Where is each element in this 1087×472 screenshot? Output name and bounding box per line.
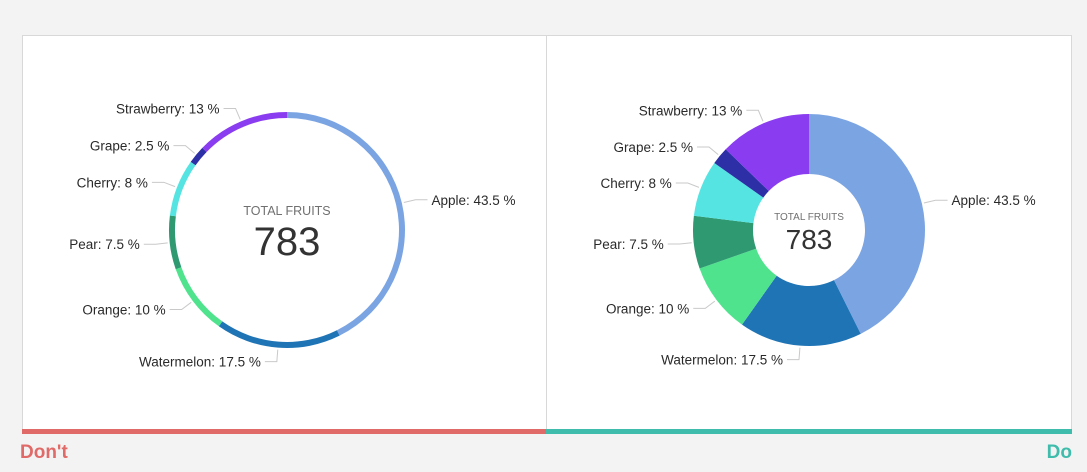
center-caption: TOTAL FRUITS [243, 204, 330, 218]
label-watermelon: Watermelon: 17.5 % [661, 353, 783, 368]
label-watermelon: Watermelon: 17.5 % [139, 355, 261, 370]
thick-donut-chart: Apple: 43.5 % Watermelon: 17.5 % Orange: 1… [593, 103, 1036, 368]
slice-cherry [169, 161, 196, 217]
slice-cherry [693, 162, 764, 224]
slice-pear [693, 215, 757, 269]
leader-line-strawberry [223, 107, 241, 120]
center-total-value: 783 [786, 224, 833, 255]
slice-strawberry [202, 112, 287, 153]
leader-line-watermelon [264, 349, 279, 363]
leader-line-cherry [675, 182, 700, 188]
label-apple: Apple: 43.5 % [431, 193, 515, 208]
leader-line-grape [696, 146, 719, 156]
label-strawberry: Strawberry: 13 % [639, 103, 743, 118]
slice-watermelon [741, 275, 861, 346]
dont-label: Don't [20, 442, 68, 463]
do-panel: Apple: 43.5 % Watermelon: 17.5 % Orange: 1… [546, 35, 1072, 430]
label-grape: Grape: 2.5 % [613, 140, 693, 155]
leader-line-cherry [151, 181, 176, 188]
center-total-value: 783 [254, 220, 321, 264]
leader-line-pear [143, 242, 168, 245]
label-strawberry: Strawberry: 13 % [116, 101, 220, 116]
leader-line-orange [693, 300, 716, 309]
slice-grape [190, 147, 207, 166]
leader-line-watermelon [786, 347, 801, 361]
slice-pear [168, 215, 182, 270]
label-orange: Orange: 10 % [82, 303, 165, 318]
slice-orange [699, 248, 777, 325]
slice-watermelon [218, 321, 340, 348]
center-caption: TOTAL FRUITS [774, 212, 844, 223]
leader-line-apple [923, 199, 948, 204]
dont-color-bar [22, 429, 546, 434]
leader-line-orange [169, 301, 192, 311]
leader-line-strawberry [746, 109, 764, 122]
slice-orange [175, 267, 223, 327]
slice-strawberry [725, 114, 809, 192]
leader-line-apple [403, 199, 428, 204]
label-cherry: Cherry: 8 % [77, 175, 148, 190]
label-orange: Orange: 10 % [606, 301, 689, 316]
leader-line-grape [173, 145, 195, 154]
slice-grape [714, 149, 769, 198]
leader-line-pear [667, 242, 692, 245]
thin-donut-chart: Apple: 43.5 % Watermelon: 17.5 % Orange: 1… [69, 101, 515, 370]
label-cherry: Cherry: 8 % [600, 176, 671, 191]
label-pear: Pear: 7.5 % [69, 237, 140, 252]
do-color-bar [546, 429, 1072, 434]
dont-panel: Apple: 43.5 % Watermelon: 17.5 % Orange: 1… [22, 35, 547, 430]
label-apple: Apple: 43.5 % [952, 193, 1036, 208]
label-pear: Pear: 7.5 % [593, 237, 664, 252]
do-label: Do [1046, 442, 1072, 463]
label-grape: Grape: 2.5 % [90, 139, 170, 154]
slice-apple [809, 114, 925, 334]
